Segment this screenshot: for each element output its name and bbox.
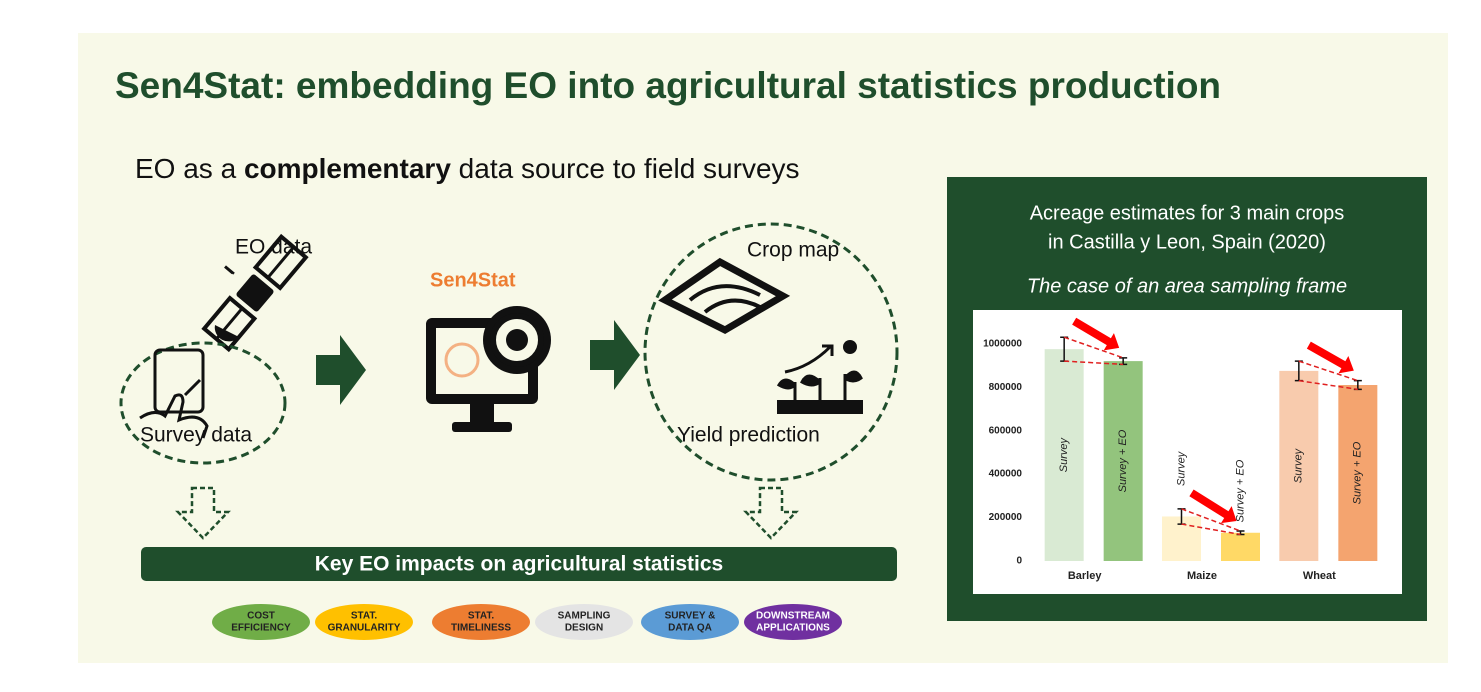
impact-label: DOWNSTREAM <box>756 611 830 622</box>
impact-label: DESIGN <box>565 623 603 634</box>
red-arrow <box>1306 341 1354 374</box>
monitor-stand <box>470 404 494 422</box>
down-arrow <box>743 486 799 540</box>
banner-text: Key EO impacts on agricultural statistic… <box>315 553 723 576</box>
slide-title: Sen4Stat: embedding EO into agricultural… <box>115 65 1221 106</box>
trend-line <box>1298 360 1359 382</box>
impact-label: APPLICATIONS <box>756 623 830 634</box>
y-tick-label: 1000000 <box>983 338 1022 349</box>
eo-data-label: EO data <box>235 236 312 259</box>
impact-label: SAMPLING <box>558 611 611 622</box>
flow-arrow <box>316 335 366 405</box>
impact-oval <box>315 604 413 640</box>
bar-series-label: Survey <box>1293 447 1305 483</box>
subtitle-text: EO as a <box>135 153 244 184</box>
impact-label: GRANULARITY <box>328 623 401 634</box>
y-tick-label: 400000 <box>989 469 1023 480</box>
bar <box>1044 349 1084 561</box>
impact-label: DATA QA <box>668 623 712 634</box>
gear-hub <box>506 329 528 351</box>
bar-series-label: Survey + EO <box>1117 429 1129 492</box>
bar <box>1279 370 1319 561</box>
down-arrow <box>175 486 231 540</box>
impact-oval <box>212 604 310 640</box>
trend-line <box>1181 523 1241 536</box>
chart-subtitle: The case of an area sampling frame <box>1027 275 1347 297</box>
bar <box>1221 532 1260 561</box>
red-arrow <box>1189 489 1237 524</box>
chart-title: Acreage estimates for 3 main crops <box>1030 202 1345 224</box>
impact-oval <box>432 604 530 640</box>
trend-line <box>1064 360 1124 366</box>
impact-label: TIMELINESS <box>451 623 511 634</box>
impact-oval <box>641 604 739 640</box>
survey-data-label: Survey data <box>140 424 252 447</box>
impact-label: EFFICIENCY <box>231 623 291 634</box>
dish <box>214 325 239 342</box>
bar-series-label: Survey + EO <box>1234 459 1246 522</box>
trend-line <box>1063 336 1124 359</box>
tablet-icon <box>153 348 205 414</box>
crop-map-label: Crop map <box>747 239 839 262</box>
bar <box>1338 385 1378 561</box>
yield-prediction-label: Yield prediction <box>677 424 820 447</box>
x-tick-label: Wheat <box>1303 570 1336 582</box>
output-ellipse <box>643 222 899 482</box>
bar-series-label: Survey + EO <box>1352 441 1364 504</box>
impact-label: COST <box>247 611 275 622</box>
impact-label: STAT. <box>468 611 495 622</box>
chart-title: in Castilla y Leon, Spain (2020) <box>1048 231 1326 253</box>
sun-icon <box>843 340 857 354</box>
engine-label: Sen4Stat <box>430 269 516 291</box>
y-tick-label: 200000 <box>989 512 1023 523</box>
plants-icon <box>776 370 863 400</box>
bar-series-label: Survey <box>1175 450 1187 486</box>
crop-map-fields <box>688 284 761 314</box>
satellite-icon <box>201 233 309 353</box>
trend-line <box>1181 508 1241 532</box>
banner <box>141 547 897 581</box>
globe-icon <box>444 342 480 378</box>
y-tick-label: 800000 <box>989 382 1023 393</box>
red-arrow <box>1072 317 1120 351</box>
crop-map-icon <box>658 257 791 334</box>
y-tick-label: 0 <box>1016 556 1022 567</box>
x-tick-label: Maize <box>1187 570 1217 582</box>
impact-oval <box>535 604 633 640</box>
monitor-base <box>452 422 512 432</box>
flow-arrow <box>590 320 640 390</box>
hand-icon <box>139 378 209 439</box>
subtitle-text: data source to field surveys <box>451 153 800 184</box>
soil-icon <box>777 400 863 414</box>
impact-label: STAT. <box>351 611 378 622</box>
impact-label: SURVEY & <box>665 611 716 622</box>
growth-arrow <box>784 344 834 374</box>
subtitle: EO as a complementary data source to fie… <box>135 153 800 184</box>
x-tick-label: Barley <box>1068 570 1103 582</box>
bar <box>1103 361 1143 561</box>
survey-ellipse <box>119 341 287 465</box>
trend-line <box>1298 379 1358 391</box>
impact-oval <box>744 604 842 640</box>
bar-series-label: Survey <box>1058 436 1070 472</box>
subtitle-bold: complementary <box>244 153 451 184</box>
y-tick-label: 600000 <box>989 425 1023 436</box>
